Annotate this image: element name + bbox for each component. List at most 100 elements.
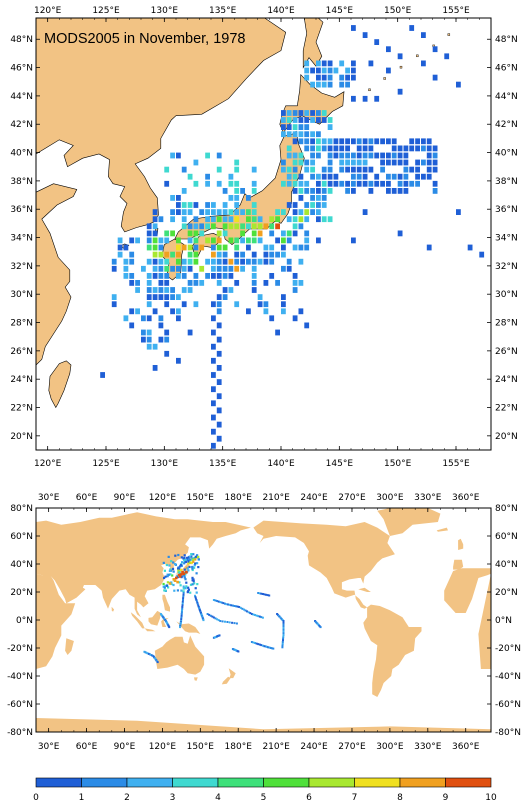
obs-cell <box>135 308 140 315</box>
lat-label-right: 40°N <box>495 149 518 159</box>
obs-cell <box>257 615 260 618</box>
obs-cell <box>211 428 216 435</box>
obs-cell <box>345 166 350 173</box>
obs-cell <box>397 159 403 166</box>
obs-cell <box>193 564 196 567</box>
obs-cell <box>168 626 171 629</box>
obs-cell <box>162 582 165 586</box>
obs-cell <box>146 301 152 308</box>
obs-cell <box>230 604 233 607</box>
obs-cell <box>351 173 356 180</box>
obs-cell <box>152 216 158 223</box>
land-borneo <box>148 610 162 626</box>
obs-cell <box>187 173 193 180</box>
obs-cell <box>216 350 222 357</box>
obs-cell <box>187 244 193 251</box>
obs-cell <box>275 251 280 258</box>
obs-cell <box>187 237 193 244</box>
obs-cell <box>386 152 391 159</box>
land-honshu <box>174 130 305 245</box>
obs-cell <box>189 583 193 586</box>
obs-cell <box>234 223 240 230</box>
obs-cell <box>310 138 315 145</box>
obs-cell <box>231 621 234 624</box>
obs-cell <box>221 620 224 623</box>
obs-cell <box>193 180 199 187</box>
obs-cell <box>164 280 170 286</box>
lon-label-bottom: 180°E <box>225 742 253 752</box>
obs-cell <box>228 273 234 279</box>
lat-label-right: 42°N <box>495 120 518 130</box>
lat-label-right: 60°N <box>495 532 518 542</box>
obs-cell <box>176 251 181 258</box>
obs-cell <box>233 622 236 625</box>
obs-cell <box>187 560 190 563</box>
colorbar-label: 6 <box>306 793 312 803</box>
obs-cell <box>167 573 170 576</box>
obs-cell <box>163 569 166 572</box>
obs-cell <box>275 237 280 244</box>
global-map-land <box>36 508 491 732</box>
obs-cell <box>298 188 304 194</box>
obs-cell <box>345 67 350 74</box>
obs-cell <box>261 616 264 619</box>
obs-cell <box>263 223 269 230</box>
obs-cell <box>194 594 196 597</box>
japan-regional-map: 120°E 120°E 125°E 125°E 130°E 130°E 135°E 135°E… <box>10 6 517 469</box>
obs-cell <box>211 414 216 421</box>
obs-cell <box>251 230 257 237</box>
obs-cell <box>432 46 438 53</box>
lat-label-right: 32°N <box>495 262 518 272</box>
colorbar-label: 1 <box>79 793 85 803</box>
obs-cell <box>169 568 172 571</box>
obs-cell <box>129 258 135 265</box>
obs-cell <box>281 230 286 237</box>
obs-cell <box>281 166 286 173</box>
obs-cell <box>292 159 298 166</box>
obs-cell <box>356 166 362 173</box>
obs-cell <box>327 159 333 166</box>
obs-cell <box>286 124 292 130</box>
obs-cell <box>266 645 268 648</box>
obs-cell <box>129 322 135 329</box>
land-sumatra <box>130 612 145 629</box>
obs-cell <box>246 244 251 251</box>
obs-cell <box>397 145 403 152</box>
obs-cell <box>345 74 350 81</box>
obs-cell <box>339 145 345 152</box>
obs-cell <box>386 138 391 145</box>
obs-cell <box>374 173 380 180</box>
obs-cell <box>316 67 321 74</box>
obs-cell <box>216 180 222 187</box>
obs-cell <box>298 180 304 187</box>
obs-cell <box>368 166 374 173</box>
obs-cell <box>176 195 181 201</box>
obs-cell <box>146 280 152 286</box>
obs-cell <box>191 567 194 570</box>
obs-cell <box>333 173 339 180</box>
obs-cell <box>292 138 298 145</box>
obs-cell <box>275 216 280 223</box>
obs-cell <box>167 586 170 589</box>
obs-cell <box>321 216 327 223</box>
obs-cell <box>298 209 304 215</box>
obs-cell <box>286 230 292 237</box>
obs-cell <box>269 223 275 230</box>
obs-cell <box>409 166 415 173</box>
global-map-observations <box>143 553 322 664</box>
obs-cell <box>240 188 245 194</box>
obs-cell <box>181 561 184 564</box>
obs-cell <box>426 152 432 159</box>
obs-cell <box>152 251 158 258</box>
obs-cell <box>152 244 158 251</box>
obs-cell <box>194 555 197 558</box>
obs-cell <box>187 223 193 230</box>
obs-cell <box>166 575 169 578</box>
obs-cell <box>275 329 280 336</box>
lat-label-left: 60°N <box>10 532 33 542</box>
obs-cell <box>163 589 166 592</box>
obs-cell <box>252 613 255 616</box>
obs-cell <box>298 258 304 265</box>
obs-cell <box>292 315 298 322</box>
obs-cell <box>415 159 420 166</box>
